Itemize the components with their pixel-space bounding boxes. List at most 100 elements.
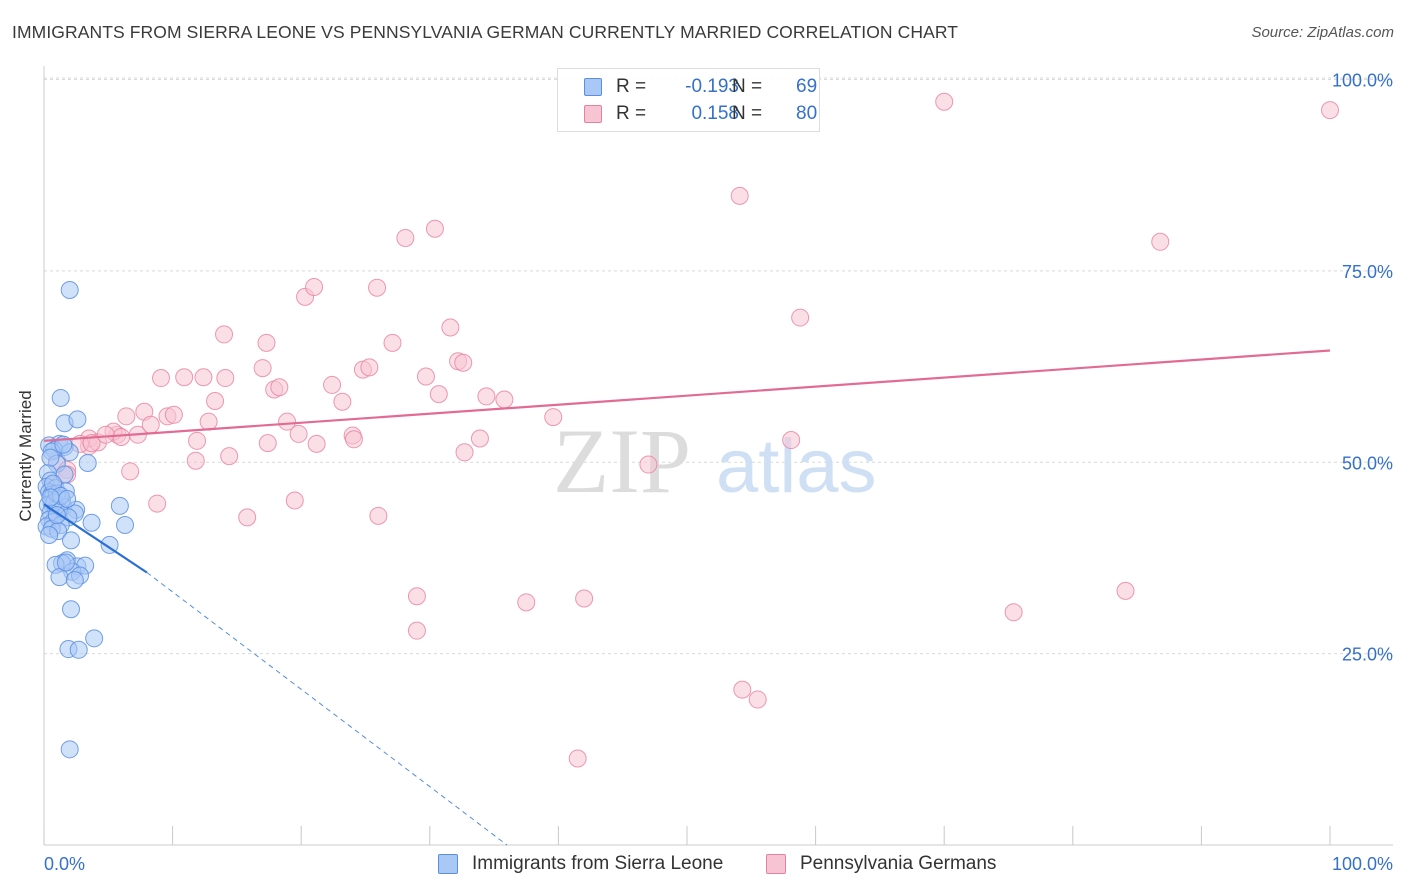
trend-line-pa-german: [43, 349, 1331, 442]
pa-german-point: [416, 367, 435, 386]
pa-german-point: [194, 368, 213, 387]
pa-german-point: [186, 451, 205, 470]
bottom-legend-swatch-blue: [438, 854, 458, 874]
pa-german-point: [305, 277, 324, 296]
sierra-leone-point: [41, 488, 60, 507]
pa-german-point: [323, 375, 342, 394]
chart-title: IMMIGRANTS FROM SIERRA LEONE VS PENNSYLV…: [12, 22, 959, 42]
sierra-leone-point: [58, 489, 77, 508]
pa-german-point: [1321, 101, 1339, 120]
pa-german-point: [733, 680, 752, 699]
y-tick-label-25: 25.0%: [1342, 645, 1393, 665]
bottom-legend-pa-german: Pennsylvania Germans: [766, 852, 996, 876]
gridlines: [44, 77, 1393, 655]
legend-swatch-pink: [584, 105, 602, 123]
sierra-leone-point: [62, 600, 81, 619]
pa-german-point: [407, 621, 426, 640]
sierra-leone-point: [60, 281, 79, 300]
pa-german-point: [270, 378, 289, 397]
pa-german-point: [112, 427, 131, 446]
pa-german-point: [730, 186, 749, 205]
pa-german-point: [333, 392, 352, 411]
legend-n-label: N =: [732, 103, 763, 124]
sierra-leone-point: [40, 525, 59, 544]
pa-german-point: [307, 434, 326, 453]
pa-german-point: [1004, 603, 1023, 622]
sierra-leone-point: [62, 531, 81, 550]
pa-german-point: [544, 408, 563, 427]
sierra-leone-point: [110, 496, 129, 515]
legend-swatch-blue: [584, 78, 602, 96]
pa-german-point: [215, 325, 234, 344]
x-tick-label-0: 0.0%: [44, 854, 85, 874]
sierra-leone-point: [69, 640, 88, 659]
y-tick-labels: 25.0% 50.0% 75.0% 100.0%: [1332, 71, 1393, 665]
sierra-leone-point: [60, 740, 79, 759]
pa-german-point: [575, 589, 594, 608]
bottom-legend-sierra-leone: Immigrants from Sierra Leone: [438, 852, 723, 876]
pa-german-point: [1116, 581, 1135, 600]
pa-german-point: [253, 359, 272, 378]
y-tick-label-100: 100.0%: [1332, 71, 1393, 91]
legend-n-value: 69: [796, 76, 818, 97]
pa-german-point: [258, 434, 277, 453]
pa-german-point: [455, 443, 474, 462]
y-axis-label: Currently Married: [16, 390, 35, 522]
y-tick-label-50: 50.0%: [1342, 453, 1393, 473]
bottom-legend-label-pa-german: Pennsylvania Germans: [800, 853, 997, 874]
legend-r-value: 0.158: [691, 103, 739, 124]
pa-german-point: [148, 494, 167, 513]
legend-n-value: 80: [796, 103, 818, 124]
pa-german-point: [278, 412, 297, 431]
series-pennsylvania-germans: [42, 92, 1339, 768]
series-immigrants-sierra-leone: [37, 281, 135, 759]
pa-german-point: [121, 462, 140, 481]
pa-german-point: [517, 593, 536, 612]
sierra-leone-point: [85, 629, 104, 648]
pa-german-point: [470, 429, 489, 448]
pa-german-point: [152, 369, 171, 388]
legend-r-label: R =: [616, 103, 647, 124]
pa-german-point: [360, 358, 379, 377]
legend-n-label: N =: [732, 76, 763, 97]
trend-line-sierra-leone-extension: [146, 572, 508, 846]
pa-german-point: [285, 491, 304, 510]
source-credit: Source: ZipAtlas.com: [1251, 24, 1394, 41]
sierra-leone-point: [65, 571, 84, 590]
watermark-zip: ZIP: [553, 410, 691, 512]
pa-german-point: [782, 431, 801, 450]
pa-german-point: [344, 430, 363, 449]
sierra-leone-point: [100, 535, 119, 554]
pa-german-point: [1151, 232, 1170, 251]
pa-german-point: [748, 690, 767, 709]
bottom-legend-swatch-pink: [766, 854, 786, 874]
pa-german-point: [383, 333, 402, 352]
pa-german-point: [216, 369, 235, 388]
pa-german-point: [289, 424, 308, 443]
sierra-leone-point: [78, 454, 97, 473]
legend-r-label: R =: [616, 76, 647, 97]
sierra-leone-point: [82, 513, 101, 532]
pa-german-point: [369, 506, 388, 525]
pa-german-point: [220, 447, 239, 466]
pa-german-point: [477, 387, 496, 406]
pa-german-point: [117, 407, 136, 426]
pa-german-point: [175, 368, 194, 387]
sierra-leone-point: [51, 388, 70, 407]
pa-german-point: [935, 92, 954, 111]
pa-german-point: [639, 455, 658, 474]
pa-german-point: [454, 353, 473, 372]
trend-line-sierra-leone: [43, 503, 148, 574]
pa-german-point: [407, 587, 426, 606]
bottom-legend-label-sierra-leone: Immigrants from Sierra Leone: [472, 853, 724, 874]
pa-german-point: [495, 390, 514, 409]
pa-german-point: [96, 425, 115, 444]
x-tick-label-100: 100.0%: [1332, 854, 1393, 874]
pa-german-point: [238, 508, 257, 527]
trend-lines: [43, 349, 1331, 846]
pa-german-point: [188, 431, 207, 450]
pa-german-point: [568, 749, 587, 768]
legend-r-value: -0.193: [685, 76, 739, 97]
pa-german-point: [199, 412, 218, 431]
pa-german-point: [429, 385, 448, 404]
